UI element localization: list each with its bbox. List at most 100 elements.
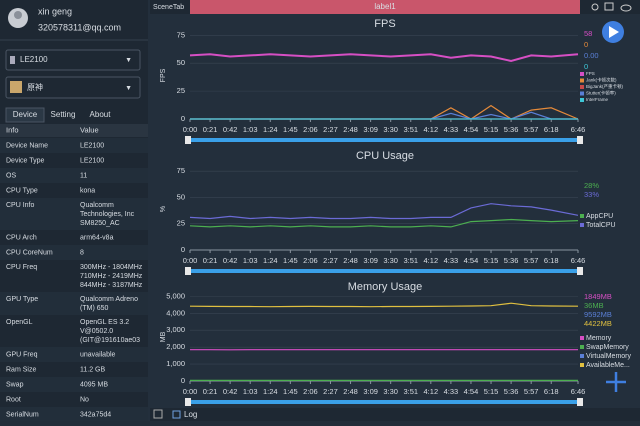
phone-icon (10, 56, 15, 64)
x-tick-label: 0:00 (183, 387, 198, 396)
scrollbar[interactable] (186, 400, 582, 404)
info-value: (GIT@191610ae03 (80, 337, 140, 344)
info-key: CPU CoreNum (6, 249, 53, 256)
avatar-head (14, 11, 22, 19)
x-tick-label: 5:57 (524, 125, 539, 134)
y-tick-label: 4,000 (166, 308, 185, 317)
current-value: 0 (584, 62, 588, 71)
info-value: SM8250_AC (80, 220, 120, 227)
dropdown-arrow: ▼ (125, 57, 132, 64)
current-value: 4422MB (584, 319, 612, 328)
app-name: 原神 (27, 82, 43, 92)
legend-label: InterFrame (586, 97, 609, 102)
legend-swatch (580, 92, 584, 96)
x-tick-label: 0:00 (183, 125, 198, 134)
legend-swatch (580, 345, 584, 349)
tab[interactable]: About (90, 110, 112, 119)
chart-title: CPU Usage (356, 150, 414, 162)
x-tick-label: 0:21 (203, 387, 218, 396)
x-tick-label: 3:51 (403, 387, 418, 396)
y-tick-label: 25 (177, 86, 185, 95)
x-tick-label: 0:21 (203, 125, 218, 134)
scroll-handle[interactable] (577, 136, 583, 144)
y-axis-label: FPS (160, 68, 167, 82)
y-tick-label: 1,000 (166, 359, 185, 368)
legend-label: AppCPU (586, 213, 613, 220)
x-tick-label: 5:36 (504, 256, 519, 265)
device-name: LE2100 (20, 55, 48, 64)
x-tick-label: 4:33 (444, 387, 459, 396)
legend-swatch (580, 98, 584, 102)
x-tick-label: 1:24 (263, 256, 278, 265)
scroll-handle[interactable] (577, 398, 583, 406)
x-tick-label: 5:15 (484, 256, 499, 265)
legend-label: Jank(卡顿次数) (586, 77, 617, 84)
y-tick-label: 75 (177, 30, 185, 39)
x-tick-label: 1:03 (243, 125, 258, 134)
info-key: OS (6, 172, 16, 179)
scroll-handle[interactable] (577, 267, 583, 275)
current-value: 58 (584, 29, 592, 38)
tab[interactable]: Setting (51, 110, 76, 119)
y-tick-label: 0 (181, 376, 185, 385)
bottom-bar (150, 408, 640, 421)
x-tick-label: 1:24 (263, 125, 278, 134)
x-tick-label: 5:15 (484, 125, 499, 134)
info-value: 4095 MB (80, 381, 108, 388)
row-bg (0, 168, 148, 183)
scrollbar[interactable] (186, 138, 582, 142)
info-value: LE2100 (80, 157, 104, 164)
x-tick-label: 4:54 (464, 387, 479, 396)
legend-swatch (580, 363, 584, 367)
info-key: Ram Size (6, 366, 36, 373)
legend-swatch (580, 223, 584, 227)
info-value: Qualcomm (80, 202, 114, 209)
legend-label: Memory (586, 335, 612, 342)
x-tick-label: 1:03 (243, 256, 258, 265)
legend-swatch (580, 336, 584, 340)
legend-swatch (580, 79, 584, 83)
info-value: (TM) 650 (80, 305, 109, 312)
legend-swatch (580, 214, 584, 218)
legend-label: Stutter(卡顿率) (586, 90, 616, 97)
info-value: 11 (80, 172, 87, 179)
info-value: 11.2 GB (80, 366, 105, 373)
info-key: GPU Type (6, 296, 38, 303)
scene-tab[interactable]: SceneTab (153, 4, 184, 11)
legend-swatch (580, 72, 584, 76)
x-tick-label: 4:12 (424, 387, 439, 396)
x-tick-label: 0:21 (203, 256, 218, 265)
scroll-handle[interactable] (185, 398, 191, 406)
info-key: OpenGL (6, 319, 33, 326)
x-tick-label: 3:30 (383, 256, 398, 265)
tab[interactable]: Device (13, 110, 38, 119)
x-tick-label: 1:45 (283, 125, 298, 134)
x-tick-label: 4:54 (464, 256, 479, 265)
current-value: 36MB (584, 301, 604, 310)
x-tick-label: 1:03 (243, 387, 258, 396)
x-tick-label: 5:15 (484, 387, 499, 396)
x-tick-label: 4:12 (424, 125, 439, 134)
info-key: Root (6, 396, 21, 403)
user-email: 320578311@qq.com (38, 22, 121, 32)
info-value: 300MHz - 1804MHz (80, 264, 143, 271)
scroll-handle[interactable] (185, 267, 191, 275)
y-tick-label: 0 (181, 114, 185, 123)
x-tick-label: 3:51 (403, 256, 418, 265)
info-key: Device Name (6, 142, 48, 149)
x-tick-label: 2:48 (343, 387, 358, 396)
x-tick-label: 5:36 (504, 387, 519, 396)
scrollbar[interactable] (186, 269, 582, 273)
y-tick-label: 50 (177, 58, 185, 67)
info-value: V@0502.0 (80, 328, 113, 335)
x-tick-label: 5:57 (524, 387, 539, 396)
x-tick-label: 3:09 (363, 125, 378, 134)
table-header (0, 124, 148, 137)
scroll-handle[interactable] (185, 136, 191, 144)
chart-title: FPS (374, 18, 395, 30)
current-value: 9592MB (584, 310, 612, 319)
legend-label: SwapMemory (586, 344, 629, 351)
x-tick-label: 1:45 (283, 387, 298, 396)
x-tick-label: 6:18 (544, 256, 559, 265)
